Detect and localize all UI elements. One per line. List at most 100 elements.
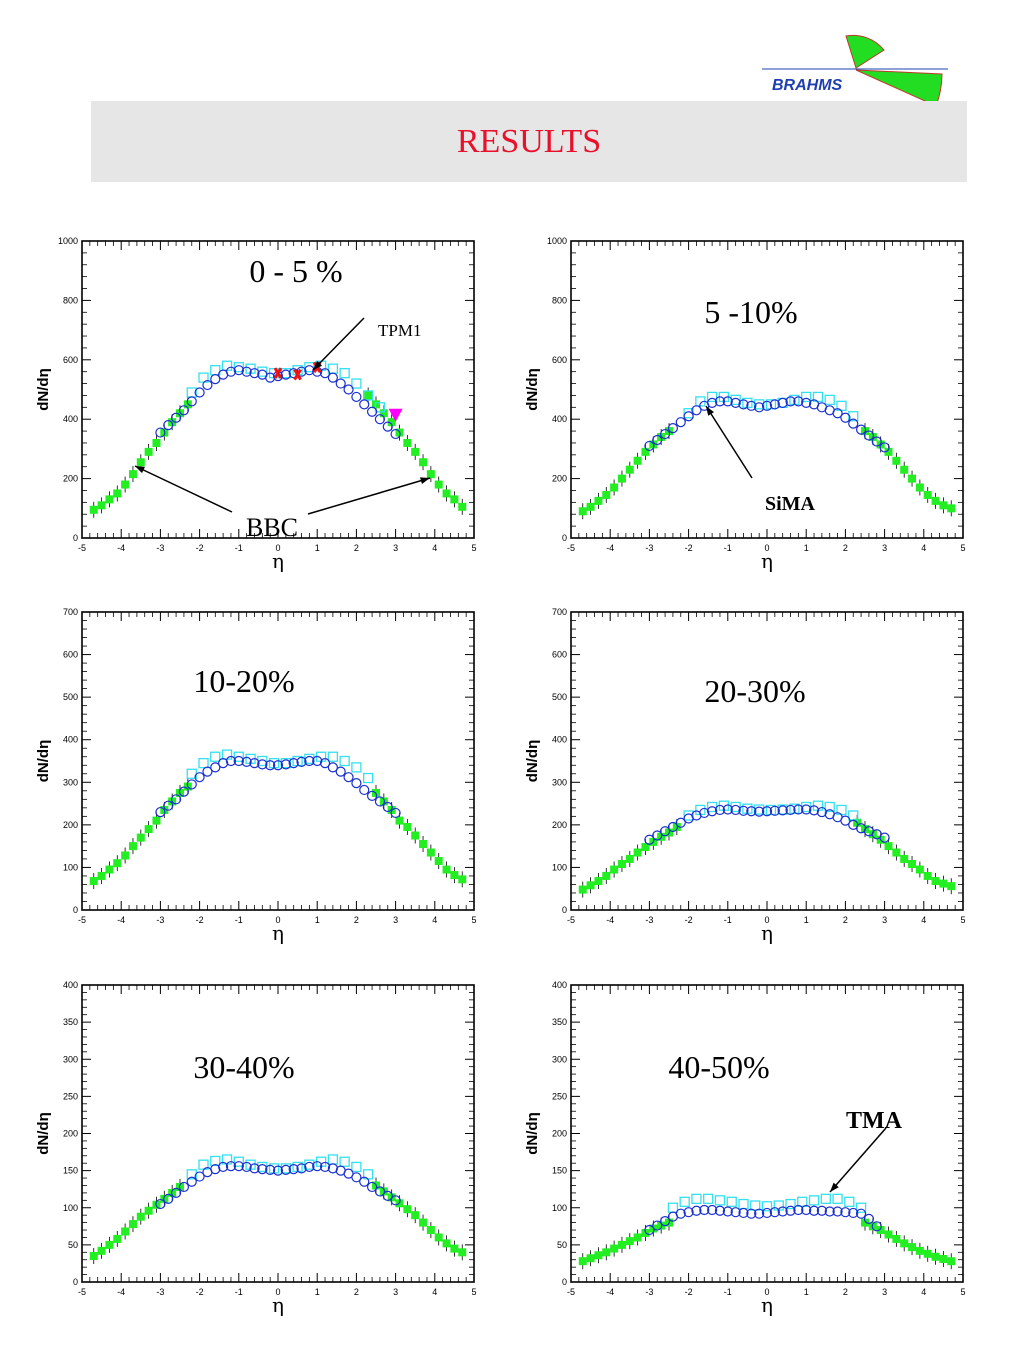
sima-point (855, 1208, 867, 1219)
bbc-point (97, 501, 106, 510)
bbc-point (915, 865, 924, 874)
sima-point (163, 1193, 174, 1204)
bbc-point (395, 816, 404, 825)
x-tick-label: -2 (196, 543, 204, 553)
bbc-point (931, 877, 940, 886)
bbc-point (89, 505, 98, 514)
sima-point (832, 408, 843, 419)
bbc-point (105, 495, 114, 504)
bbc-point (617, 474, 626, 483)
y-tick-label: 150 (63, 1166, 78, 1176)
bbc-point (586, 881, 595, 890)
sima-point (170, 1187, 182, 1199)
sima-point (754, 806, 765, 817)
tma-point (233, 362, 244, 373)
chart-panel: -5 -4 -3 -2 -1 0 1 2 3 4 5 0 200 400 600 800 1000 η dN/dη 5… (524, 236, 966, 573)
sima-point (319, 368, 331, 379)
x-tick-label: -2 (196, 915, 204, 925)
x-tick-label: -3 (645, 915, 653, 925)
sima-point (241, 756, 252, 767)
tma-point (848, 411, 859, 422)
x-tick-label: -1 (235, 543, 243, 553)
sima-point (683, 411, 694, 422)
sima-point (761, 806, 773, 817)
sima-point (840, 815, 851, 826)
x-tick-label: 2 (843, 1287, 848, 1297)
x-tick-label: 3 (882, 543, 887, 553)
sima-point (879, 442, 890, 453)
sima-point (863, 1213, 875, 1224)
sima-point (644, 440, 655, 452)
sima-point (382, 1190, 393, 1201)
y-tick-label: 300 (552, 1054, 567, 1064)
sima-point (178, 786, 190, 797)
x-tick-label: 3 (882, 1287, 887, 1297)
bbc-point (434, 857, 443, 866)
y-tick-label: 600 (63, 650, 78, 660)
bbc-point (121, 1227, 130, 1236)
sima-point (667, 821, 679, 833)
tpm1-arrow-head (313, 360, 323, 370)
sima-point (202, 766, 213, 777)
tma-point (210, 751, 221, 762)
sima-point (304, 755, 315, 767)
bbc-point (884, 447, 893, 456)
sima-point (816, 1205, 827, 1216)
annotation-tma: TMA (846, 1108, 903, 1134)
bbc-point (625, 1237, 634, 1246)
sima-point (879, 832, 890, 843)
chart-panel: -5 -4 -3 -2 -1 0 1 2 3 4 5 0 200 400 600 800 1000 η dN/dη 0… (35, 236, 477, 573)
sima-point (257, 759, 268, 770)
bbc-point (923, 871, 932, 880)
panel-label: 0 - 5 % (249, 253, 342, 289)
bbc-point (908, 860, 917, 869)
x-axis-label: η (272, 921, 284, 945)
x-tick-label: 5 (471, 543, 476, 553)
bbc-point (364, 391, 373, 400)
tma-point (339, 755, 350, 767)
bbc-point (128, 842, 137, 851)
tma-arrow (829, 1127, 887, 1193)
annotation-bbc: BBC (246, 513, 298, 542)
sima-point (390, 1195, 401, 1206)
bbc-point (136, 1212, 145, 1221)
x-tick-label: 3 (393, 915, 398, 925)
y-tick-label: 50 (557, 1240, 567, 1250)
x-tick-label: 4 (432, 543, 437, 553)
bbc-point (861, 1218, 869, 1227)
sima-point (675, 417, 686, 428)
y-tick-label: 0 (562, 533, 567, 543)
x-tick-label: 1 (804, 1287, 809, 1297)
bbc-point (578, 1257, 587, 1266)
chart-panel: -5 -4 -3 -2 -1 0 1 2 3 4 5 0 100 200 300 400 500 600 700 η d… (35, 607, 477, 945)
x-tick-label: 3 (393, 1287, 398, 1297)
sima-point (265, 760, 276, 771)
bbc-point (128, 1220, 137, 1229)
bbc-point (602, 1248, 611, 1257)
y-tick-label: 200 (63, 474, 78, 484)
logo-text: BRAHMS (772, 77, 843, 94)
bbc-point (426, 1226, 435, 1235)
sima-point (335, 378, 346, 389)
bbc-point (128, 470, 137, 479)
x-tick-label: -2 (685, 543, 693, 553)
y-tick-label: 0 (562, 905, 567, 915)
x-tick-label: -1 (235, 1287, 243, 1297)
sima-point (366, 406, 378, 417)
sima-point (652, 1220, 663, 1231)
panel-label: 40-50% (668, 1049, 769, 1085)
logo-wedge-upper (845, 34, 885, 69)
sima-point (785, 804, 796, 816)
y-tick-label: 500 (552, 692, 567, 702)
x-tick-label: -4 (606, 1287, 614, 1297)
bbc-point (450, 1244, 459, 1253)
sima-point (871, 1221, 882, 1232)
bbc-point (458, 875, 467, 884)
bbc-point (419, 840, 428, 849)
special-point (388, 408, 403, 422)
sima-point (699, 1204, 710, 1216)
bbc-point (578, 507, 587, 516)
bbc-point (442, 1239, 451, 1248)
bbc-point (136, 458, 145, 467)
